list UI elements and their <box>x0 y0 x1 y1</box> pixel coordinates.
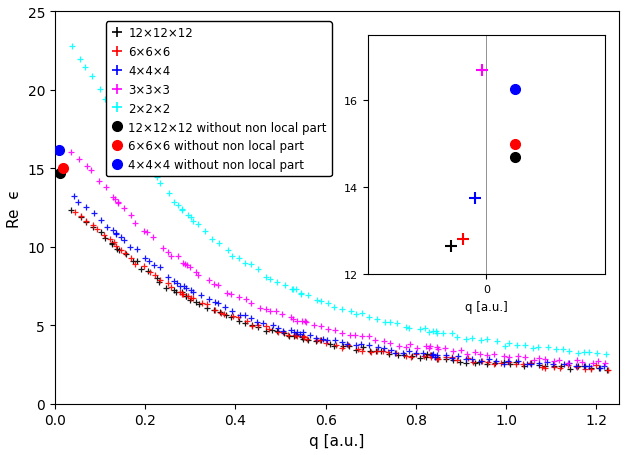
X-axis label: q [a.u.]: q [a.u.] <box>309 433 364 448</box>
Y-axis label: Re  ϵ: Re ϵ <box>7 189 22 228</box>
Legend: 12×12×12, 6×6×6, 4×4×4, 3×3×3, 2×2×2, 12×12×12 without non local part, 6×6×6 wit: 12×12×12, 6×6×6, 4×4×4, 3×3×3, 2×2×2, 12… <box>106 22 332 177</box>
